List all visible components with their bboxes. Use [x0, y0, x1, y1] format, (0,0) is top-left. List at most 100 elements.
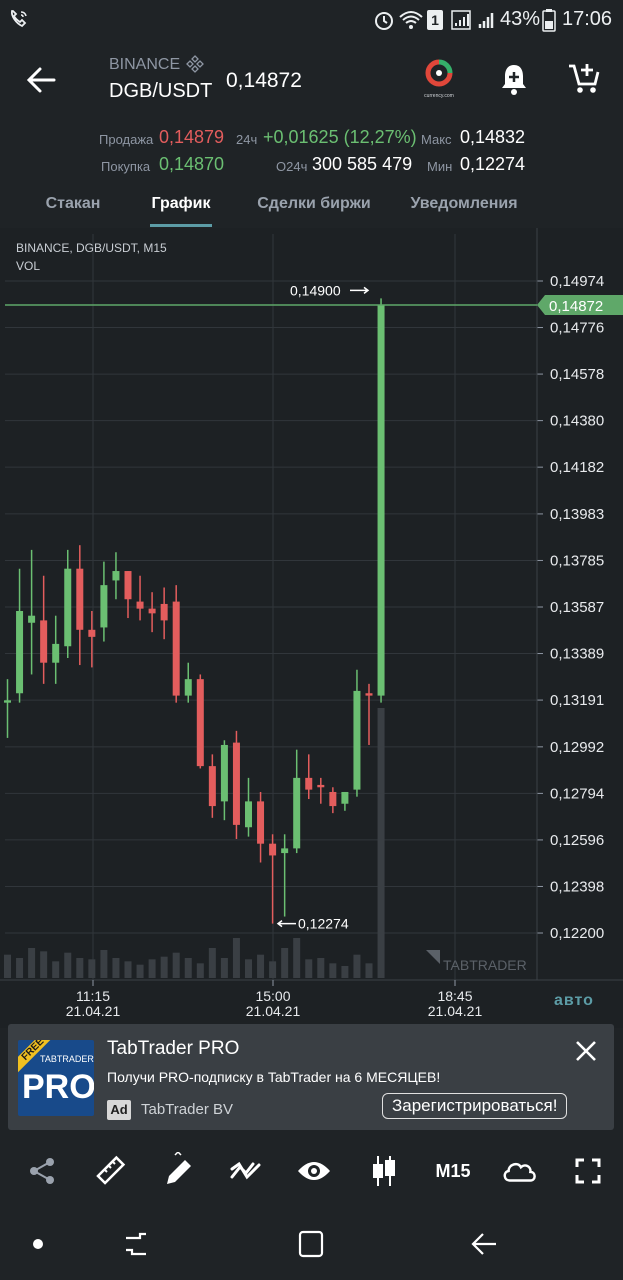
- tab-exchange-trades[interactable]: Сделки биржи: [257, 195, 371, 212]
- visibility-button[interactable]: [296, 1152, 332, 1190]
- candle-body: [245, 801, 252, 828]
- volume-bar: [40, 951, 48, 978]
- chart-title: BINANCE, DGB/USDT, M15: [16, 241, 167, 255]
- low-price-label: 0,12274: [298, 916, 349, 932]
- indicators-icon: [230, 1161, 261, 1180]
- pair-name[interactable]: DGB/USDT: [109, 80, 213, 102]
- add-alert-icon[interactable]: [498, 62, 530, 96]
- current-price-tag: [537, 294, 623, 315]
- currency-com-logo[interactable]: currency.com: [418, 58, 460, 99]
- tab-chart[interactable]: График: [151, 195, 211, 212]
- dot-icon: [33, 1239, 43, 1249]
- volume-bar: [341, 966, 349, 978]
- candle-body: [28, 615, 36, 623]
- volume-bar: [4, 954, 11, 978]
- timeframe-button[interactable]: M15: [435, 1160, 471, 1181]
- volume-bar: [160, 956, 168, 978]
- volume-bar: [88, 959, 96, 978]
- binance-logo-icon: [186, 55, 204, 73]
- min-value: 0,12274: [460, 154, 526, 174]
- add-to-cart-icon[interactable]: [566, 60, 602, 96]
- y-tick-label: 0,13389: [550, 646, 604, 663]
- volume-bar: [257, 954, 265, 978]
- volume-bar: [293, 938, 301, 978]
- battery-percent: 43%: [500, 8, 541, 30]
- price-chart[interactable]: 0,14974 0,14776 0,14578 0,14380 0,14182 0,139…: [0, 228, 623, 1028]
- draw-button[interactable]: [160, 1152, 196, 1190]
- change-label: 24ч: [236, 132, 258, 147]
- candle-body: [4, 700, 11, 703]
- y-tick-label: 0,14182: [550, 459, 604, 476]
- chart-canvas[interactable]: 0,14974 0,14776 0,14578 0,14380 0,14182 0,139…: [0, 228, 623, 1028]
- wifi-call-icon: [10, 10, 27, 28]
- auto-scale-button[interactable]: авто: [554, 992, 594, 1009]
- ruler-button[interactable]: [92, 1152, 128, 1190]
- back-icon[interactable]: [468, 1228, 502, 1260]
- volume-bar: [317, 958, 325, 978]
- volume-bar: [353, 954, 361, 978]
- ad-banner[interactable]: FREE TABTRADER PRO TabTrader PRO Получи …: [8, 1024, 614, 1130]
- max-value: 0,14832: [460, 127, 526, 147]
- candle-body: [269, 843, 277, 856]
- currency-logo-icon: [425, 59, 453, 87]
- home-icon[interactable]: [296, 1228, 328, 1260]
- buy-label: Покупка: [101, 159, 151, 174]
- cloud-button[interactable]: [501, 1152, 537, 1190]
- tabtrader-watermark: TABTRADER: [443, 957, 527, 973]
- y-tick-label: 0,12200: [550, 925, 604, 942]
- recent-apps-icon[interactable]: [120, 1228, 152, 1260]
- candle-body: [148, 608, 156, 614]
- volume-bar: [100, 950, 108, 978]
- y-tick-label: 0,12992: [550, 739, 604, 756]
- fullscreen-button[interactable]: [570, 1152, 606, 1190]
- volume-bar: [112, 958, 120, 978]
- share-icon: [30, 1158, 54, 1184]
- candle-body: [305, 777, 313, 790]
- sim1-badge: 1: [427, 10, 443, 30]
- status-bar: 1 43% 17:06: [0, 0, 623, 40]
- candle-body: [232, 742, 240, 825]
- candle-body: [16, 610, 24, 694]
- volume-bar: [16, 958, 24, 978]
- volume-bar: [329, 963, 337, 978]
- volume-bar: [245, 959, 252, 978]
- volume-bar: [148, 959, 156, 978]
- volume-bar: [184, 958, 192, 978]
- chart-type-button[interactable]: [366, 1152, 402, 1190]
- tab-notifications[interactable]: Уведомления: [410, 195, 518, 212]
- ad-register-button[interactable]: Зарегистрироваться!: [382, 1093, 568, 1119]
- candle-body: [377, 305, 385, 696]
- tab-order-book[interactable]: Стакан: [45, 195, 101, 212]
- candle-body: [220, 744, 228, 802]
- ad-advertiser: TabTrader BV: [141, 1101, 233, 1118]
- close-ad-icon[interactable]: [573, 1038, 599, 1064]
- back-arrow-icon[interactable]: [26, 65, 58, 95]
- volume-label: O24ч: [276, 159, 308, 174]
- candle-body: [317, 784, 325, 788]
- currency-logo-text: currency.com: [424, 93, 454, 99]
- volume-bar: [124, 961, 132, 978]
- candle-body: [184, 679, 192, 696]
- y-tick-label: 0,12596: [550, 832, 604, 849]
- ad-text: Получи PRO-подписку в TabTrader на 6 МЕС…: [107, 1069, 441, 1085]
- volume-bar: [281, 948, 289, 978]
- y-tick-label: 0,12794: [550, 785, 604, 802]
- candle-body: [64, 568, 72, 647]
- sim1-signal-icon: [451, 10, 471, 30]
- indicators-button[interactable]: [228, 1152, 264, 1190]
- volume-bar: [220, 958, 228, 978]
- y-tick-label: 0,14578: [550, 366, 604, 383]
- current-price-label: 0,14872: [549, 298, 603, 315]
- volume-bar: [196, 963, 204, 978]
- candle-body: [52, 643, 60, 663]
- last-price: 0,14872: [226, 69, 302, 92]
- candle-body: [365, 693, 373, 696]
- share-button[interactable]: [24, 1152, 60, 1190]
- volume-value: 300 585 479: [312, 154, 413, 174]
- cloud-icon: [503, 1162, 536, 1182]
- candle-body: [88, 629, 96, 637]
- sell-label: Продажа: [99, 132, 154, 147]
- candle-body: [196, 679, 204, 767]
- x-tick-time: 18:45: [437, 988, 472, 1004]
- volume-bar: [52, 961, 60, 978]
